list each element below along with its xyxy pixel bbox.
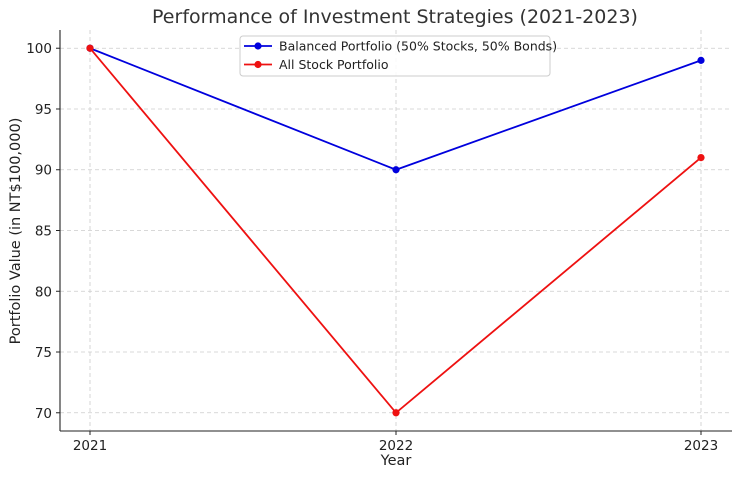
y-tick-label: 70 (35, 406, 52, 422)
tick-marks: 70 75 80 85 90 95 100 2021 2022 2023 (26, 41, 718, 454)
y-tick-label: 100 (26, 41, 52, 57)
data-point-1-0 (86, 44, 94, 52)
legend-swatch-marker-1 (254, 60, 262, 69)
x-tick-label: 2021 (73, 438, 107, 454)
y-tick-label: 90 (35, 163, 52, 179)
grid-lines (60, 30, 732, 431)
legend-box (239, 35, 551, 77)
legend-label-1: All Stock Portfolio (279, 57, 388, 72)
y-tick-label: 85 (35, 224, 52, 240)
y-tick-label: 75 (35, 345, 52, 361)
series-lines (86, 44, 705, 417)
legend-swatch-marker-0 (254, 42, 262, 50)
chart-title: Performance of Investment Strategies (20… (152, 6, 638, 28)
x-axis-title: Year (380, 453, 412, 469)
legend-label-0: Balanced Portfolio (50% Stocks, 50% Bond… (279, 39, 557, 54)
legend: Balanced Portfolio (50% Stocks, 50% Bond… (239, 35, 557, 77)
data-point-0-1 (392, 166, 400, 174)
x-tick-label: 2023 (684, 438, 718, 454)
data-point-0-2 (697, 56, 705, 64)
data-point-1-2 (697, 153, 705, 162)
y-axis-title: Portfolio Value (in NT$100,000) (8, 118, 24, 345)
x-tick-label: 2022 (379, 438, 413, 454)
y-tick-label: 95 (35, 102, 52, 118)
y-tick-label: 80 (35, 284, 52, 300)
data-point-1-1 (392, 409, 400, 417)
